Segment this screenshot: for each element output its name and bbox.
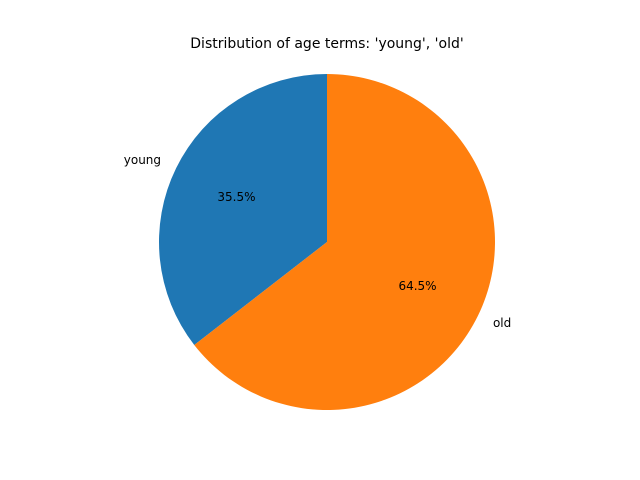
pct-label: 35.5% — [217, 190, 255, 204]
slice-label: old — [493, 316, 511, 330]
chart-title: Distribution of age terms: 'young', 'old… — [190, 36, 463, 52]
slice-label: young — [124, 153, 161, 167]
pie-slice — [194, 74, 495, 410]
pie-slice — [158, 74, 327, 345]
pct-label: 64.5% — [398, 279, 436, 293]
